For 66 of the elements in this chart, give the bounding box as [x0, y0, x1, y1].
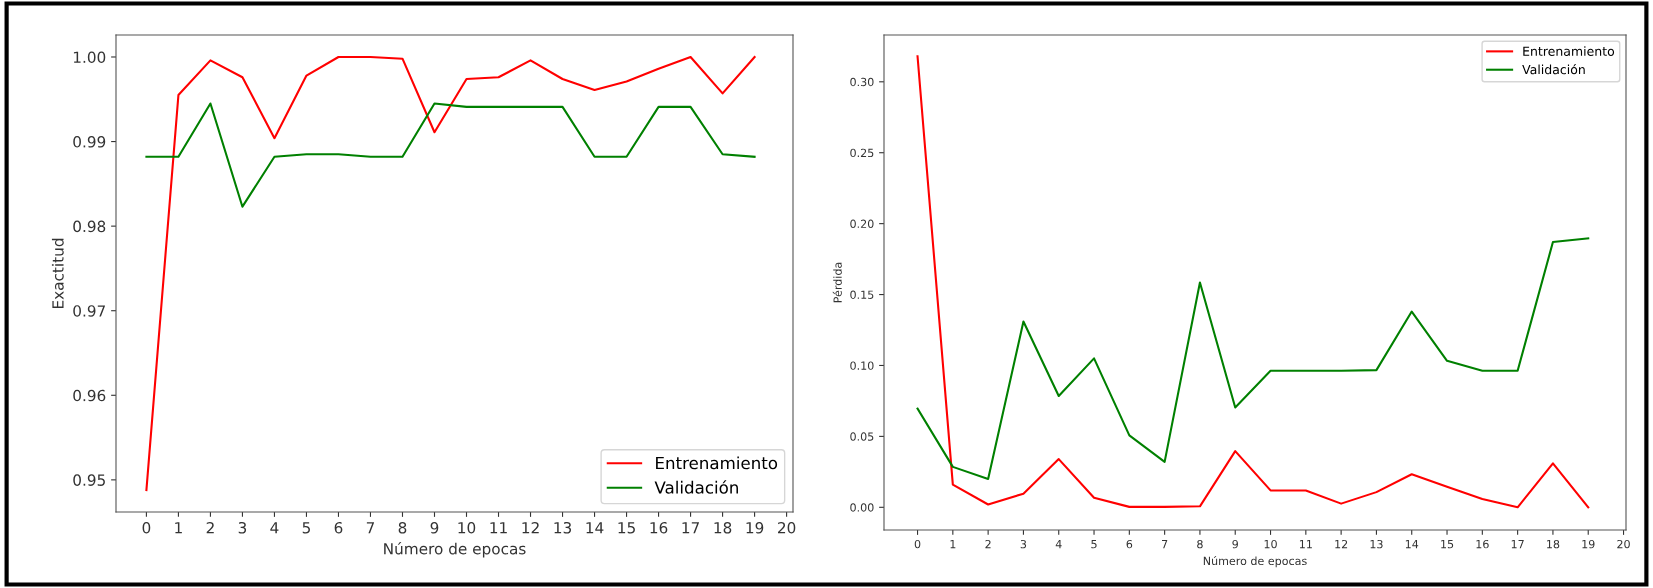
x-tick-label: 11: [1299, 540, 1312, 549]
x-tick-label: 10: [1264, 539, 1277, 549]
x-tick-label: 2: [206, 521, 214, 534]
x-tick-label: 2: [985, 539, 991, 549]
y-tick-label: 0.00: [850, 503, 874, 512]
x-tick-label: 12: [522, 521, 539, 534]
x-tick-label: 19: [1582, 539, 1595, 549]
y-tick-label: 0.98: [73, 220, 106, 233]
x-tick-label: 12: [1335, 539, 1348, 549]
x-tick-label: 8: [1197, 539, 1203, 549]
y-tick-label: 0.97: [73, 305, 105, 317]
y-tick-label: 0.10: [850, 361, 874, 370]
x-tick-label: 9: [1232, 539, 1238, 549]
legend-label: Validación: [1522, 64, 1585, 75]
x-axis-title: Número de epocas: [384, 542, 526, 558]
legend-label: Entrenamiento: [1523, 46, 1615, 56]
y-tick-label: 0.30: [850, 77, 874, 87]
x-tick-label: 5: [1091, 540, 1097, 549]
x-tick-label: 6: [334, 521, 343, 534]
x-tick-label: 0: [914, 539, 921, 549]
x-tick-label: 19: [746, 521, 764, 534]
x-tick-label: 15: [1441, 540, 1454, 549]
y-axis-title: Exactitud: [51, 238, 64, 309]
x-tick-label: 4: [1055, 540, 1062, 549]
x-tick-label: 7: [1162, 540, 1168, 549]
y-tick-label: 0.05: [850, 432, 874, 441]
x-tick-label: 18: [1547, 539, 1560, 549]
x-tick-label: 15: [618, 522, 635, 534]
x-tick-label: 3: [238, 521, 247, 534]
x-tick-label: 1: [950, 540, 956, 549]
x-tick-label: 3: [1020, 539, 1027, 549]
x-tick-label: 17: [1511, 540, 1524, 549]
y-axis-title: Pérdida: [832, 262, 842, 303]
x-tick-label: 16: [650, 521, 668, 534]
x-tick-label: 14: [1405, 540, 1419, 549]
x-tick-label: 17: [682, 522, 699, 534]
x-tick-label: 7: [366, 522, 375, 534]
legend-label: Validación: [654, 480, 738, 494]
x-tick-label: 4: [270, 522, 279, 534]
x-tick-label: 11: [490, 522, 507, 534]
y-tick-label: 0.20: [850, 219, 874, 229]
x-tick-label: 18: [714, 521, 732, 534]
y-tick-label: 1.00: [73, 51, 106, 64]
x-tick-label: 5: [302, 522, 310, 534]
x-axis-title: Número de epocas: [1203, 556, 1307, 568]
x-tick-label: 0: [142, 521, 151, 534]
x-tick-label: 9: [430, 521, 439, 534]
line-series: [916, 237, 1590, 480]
line-series: [145, 102, 756, 208]
x-tick-label: 10: [458, 521, 476, 534]
x-tick-label: 13: [554, 521, 572, 534]
x-tick-label: 16: [1476, 539, 1489, 549]
legend-label: Entrenamiento: [656, 456, 778, 470]
x-tick-label: 1: [175, 522, 182, 534]
x-tick-label: 8: [398, 521, 407, 534]
x-tick-label: 6: [1126, 539, 1133, 549]
x-tick-label: 20: [1617, 539, 1630, 549]
y-tick-label: 0.25: [850, 148, 874, 158]
y-tick-label: 0.99: [73, 136, 106, 148]
x-tick-label: 13: [1370, 539, 1383, 549]
y-tick-label: 0.15: [850, 290, 874, 299]
x-tick-label: 20: [778, 521, 796, 534]
y-tick-label: 0.95: [73, 474, 105, 486]
x-tick-label: 14: [586, 522, 604, 534]
line-series: [916, 55, 1590, 509]
y-tick-label: 0.96: [73, 389, 106, 402]
